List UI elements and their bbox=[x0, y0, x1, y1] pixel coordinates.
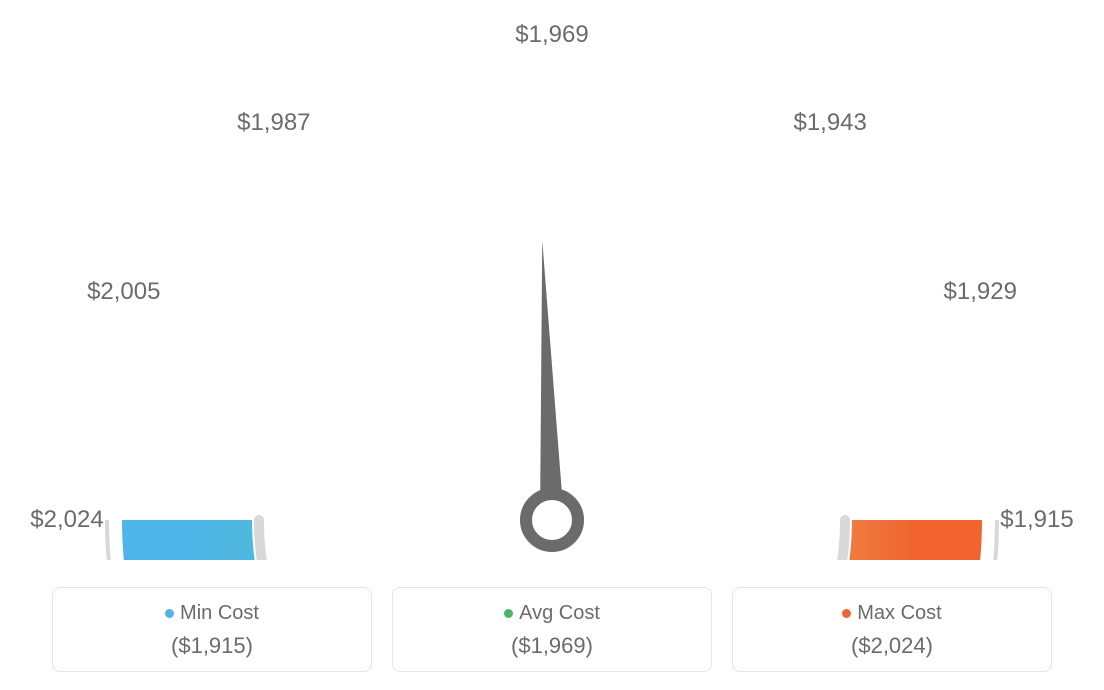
gauge-tick-label: $2,005 bbox=[87, 278, 160, 306]
legend-min-value: ($1,915) bbox=[63, 633, 361, 659]
legend-avg-value: ($1,969) bbox=[403, 633, 701, 659]
legend-min-label-text: Min Cost bbox=[180, 602, 259, 624]
legend-avg-label: Avg Cost bbox=[403, 602, 701, 625]
gauge-svg bbox=[0, 0, 1104, 560]
legend-max-label-text: Max Cost bbox=[857, 602, 941, 624]
gauge-tick-label: $1,969 bbox=[515, 21, 588, 49]
legend-min: Min Cost ($1,915) bbox=[52, 587, 372, 672]
gauge-tick-label: $1,929 bbox=[944, 278, 1017, 306]
gauge-tick-label: $2,024 bbox=[30, 506, 103, 534]
gauge-tick-label: $1,987 bbox=[237, 109, 310, 137]
dot-avg bbox=[504, 609, 513, 618]
gauge-tick-label: $1,915 bbox=[1000, 506, 1073, 534]
legend-row: Min Cost ($1,915) Avg Cost ($1,969) Max … bbox=[0, 587, 1104, 672]
legend-max-value: ($2,024) bbox=[743, 633, 1041, 659]
legend-avg-label-text: Avg Cost bbox=[519, 602, 600, 624]
legend-max-label: Max Cost bbox=[743, 602, 1041, 625]
legend-avg: Avg Cost ($1,969) bbox=[392, 587, 712, 672]
legend-min-label: Min Cost bbox=[63, 602, 361, 625]
dot-min bbox=[165, 609, 174, 618]
legend-max: Max Cost ($2,024) bbox=[732, 587, 1052, 672]
cost-gauge: $1,915 $1,929 $1,943 $1,969 $1,987 $2,005 $2,0… bbox=[0, 0, 1104, 560]
gauge-tick-label: $1,943 bbox=[793, 109, 866, 137]
dot-max bbox=[842, 609, 851, 618]
